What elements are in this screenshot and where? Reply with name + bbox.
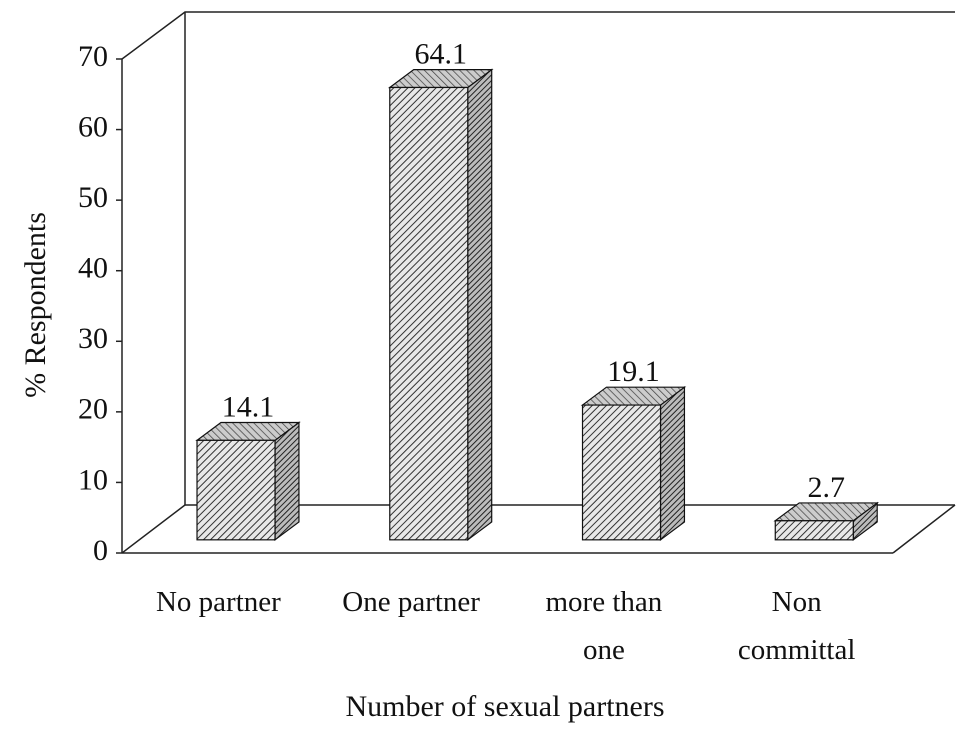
x-tick-label-box: One partner <box>342 586 480 618</box>
value-label: 2.7 <box>807 471 845 504</box>
value-label: 64.1 <box>414 38 467 71</box>
x-tick-label: One partner <box>342 586 480 618</box>
y-tick-label: 20 <box>78 393 108 426</box>
y-tick-label: 0 <box>93 534 108 567</box>
y-tick-label: 40 <box>78 252 108 285</box>
bar <box>580 385 687 542</box>
back-wall-top <box>121 11 955 60</box>
bar-front <box>389 86 469 541</box>
x-tick-label: No partner <box>155 586 281 618</box>
y-tick-label: 50 <box>78 181 108 214</box>
x-tick-label-box: No partner <box>155 586 281 618</box>
bar <box>387 68 494 542</box>
x-tick-label-box: Non committal <box>737 586 856 666</box>
x-axis-label: Number of sexual partners <box>345 690 664 723</box>
y-tick-label: 70 <box>78 40 108 73</box>
bar-side <box>274 421 300 542</box>
floor-left <box>121 504 186 554</box>
bar <box>773 501 880 542</box>
value-label: 14.1 <box>222 390 275 423</box>
bar-front <box>196 439 276 541</box>
x-tick-label: Non committal <box>737 586 856 666</box>
bar-side <box>467 68 493 542</box>
y-tick-label: 60 <box>78 110 108 143</box>
bar-side <box>659 385 686 542</box>
bar-front <box>581 404 662 541</box>
y-axis-label: % Respondents <box>19 212 52 398</box>
value-label: 19.1 <box>607 355 660 388</box>
x-tick-label: more than one <box>545 586 663 666</box>
y-tick-label: 30 <box>78 322 108 355</box>
floor-right <box>892 504 956 554</box>
bar <box>195 421 301 542</box>
y-tick-label: 10 <box>78 463 108 496</box>
bar-front <box>774 520 854 541</box>
axes-frame <box>121 11 956 554</box>
x-tick-label-box: more than one <box>545 586 663 666</box>
